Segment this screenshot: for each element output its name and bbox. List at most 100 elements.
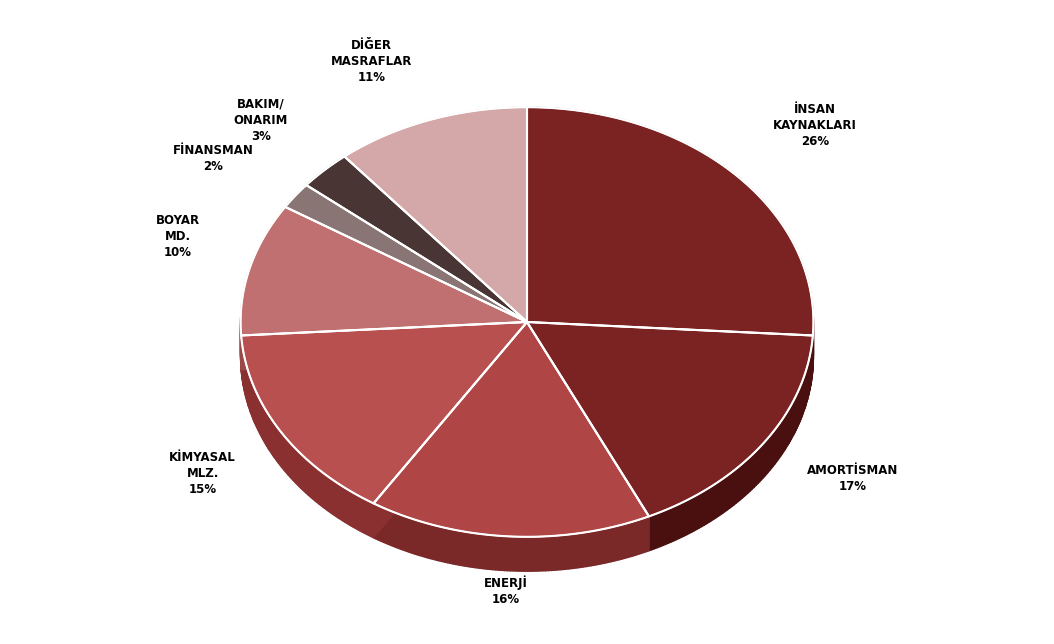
Polygon shape — [649, 515, 651, 551]
Polygon shape — [646, 516, 649, 552]
Polygon shape — [765, 440, 766, 476]
Polygon shape — [782, 418, 783, 454]
Polygon shape — [714, 484, 716, 519]
Polygon shape — [583, 532, 586, 567]
Polygon shape — [531, 536, 533, 571]
Polygon shape — [566, 535, 568, 569]
Polygon shape — [729, 472, 731, 508]
Polygon shape — [594, 530, 597, 565]
Polygon shape — [660, 511, 663, 547]
Polygon shape — [665, 509, 668, 544]
Polygon shape — [296, 450, 298, 486]
Polygon shape — [307, 156, 527, 322]
Polygon shape — [365, 499, 367, 535]
Polygon shape — [267, 412, 269, 449]
Polygon shape — [305, 457, 307, 493]
Polygon shape — [286, 437, 287, 473]
Polygon shape — [402, 515, 404, 551]
Polygon shape — [721, 478, 723, 515]
Polygon shape — [331, 478, 332, 514]
Polygon shape — [691, 497, 695, 532]
Polygon shape — [625, 523, 627, 558]
Polygon shape — [262, 405, 264, 441]
Polygon shape — [510, 536, 513, 571]
Polygon shape — [571, 534, 574, 569]
Polygon shape — [302, 456, 305, 492]
Polygon shape — [781, 420, 782, 456]
Polygon shape — [421, 521, 423, 556]
Polygon shape — [298, 451, 299, 487]
Polygon shape — [793, 401, 794, 437]
Polygon shape — [440, 526, 442, 562]
Polygon shape — [655, 513, 658, 549]
Polygon shape — [282, 434, 284, 470]
Polygon shape — [794, 399, 795, 435]
Polygon shape — [574, 533, 578, 568]
Polygon shape — [792, 403, 793, 439]
Polygon shape — [597, 530, 600, 565]
Polygon shape — [768, 436, 769, 472]
Polygon shape — [639, 519, 641, 554]
Polygon shape — [746, 459, 748, 495]
Polygon shape — [493, 535, 496, 570]
Polygon shape — [274, 423, 276, 460]
Polygon shape — [734, 469, 736, 505]
Polygon shape — [389, 510, 391, 545]
Polygon shape — [292, 444, 293, 480]
Polygon shape — [490, 535, 493, 570]
Polygon shape — [769, 434, 772, 470]
Polygon shape — [658, 512, 660, 547]
Polygon shape — [684, 500, 686, 536]
Polygon shape — [731, 471, 734, 507]
Polygon shape — [580, 533, 583, 567]
Text: DİĞER
MASRAFLAR
11%: DİĞER MASRAFLAR 11% — [331, 39, 412, 84]
Polygon shape — [603, 529, 605, 564]
Polygon shape — [428, 524, 431, 559]
Polygon shape — [563, 535, 566, 569]
Polygon shape — [588, 531, 591, 566]
Polygon shape — [442, 527, 445, 562]
Polygon shape — [380, 507, 384, 542]
Polygon shape — [568, 535, 571, 569]
Polygon shape — [462, 531, 465, 566]
Polygon shape — [456, 530, 458, 565]
Polygon shape — [663, 510, 665, 545]
Polygon shape — [742, 462, 744, 498]
Polygon shape — [320, 471, 323, 507]
Polygon shape — [293, 446, 295, 482]
Polygon shape — [527, 107, 814, 336]
Polygon shape — [277, 427, 278, 463]
Polygon shape — [272, 420, 273, 456]
Polygon shape — [349, 490, 351, 526]
Polygon shape — [578, 533, 580, 568]
Polygon shape — [393, 512, 396, 547]
Polygon shape — [276, 425, 277, 461]
Polygon shape — [240, 207, 527, 336]
Polygon shape — [695, 495, 697, 531]
Polygon shape — [681, 502, 684, 537]
Polygon shape — [627, 522, 630, 558]
Polygon shape — [761, 444, 763, 480]
Polygon shape — [353, 493, 355, 529]
Polygon shape — [796, 394, 797, 431]
Polygon shape — [433, 525, 436, 560]
Polygon shape — [317, 468, 319, 504]
Polygon shape — [748, 457, 750, 493]
Polygon shape — [325, 474, 327, 510]
Polygon shape — [423, 522, 426, 557]
Polygon shape — [265, 409, 266, 445]
Polygon shape — [709, 486, 711, 522]
Polygon shape — [617, 526, 620, 560]
Polygon shape — [284, 436, 286, 472]
Polygon shape — [369, 501, 371, 536]
Polygon shape — [668, 507, 670, 544]
Polygon shape — [241, 322, 527, 370]
Polygon shape — [699, 492, 702, 528]
Polygon shape — [785, 413, 786, 450]
Polygon shape — [289, 441, 290, 477]
Polygon shape — [551, 536, 554, 571]
Polygon shape — [738, 466, 740, 502]
Polygon shape — [633, 521, 636, 556]
Polygon shape — [775, 428, 776, 464]
Polygon shape — [750, 455, 752, 491]
